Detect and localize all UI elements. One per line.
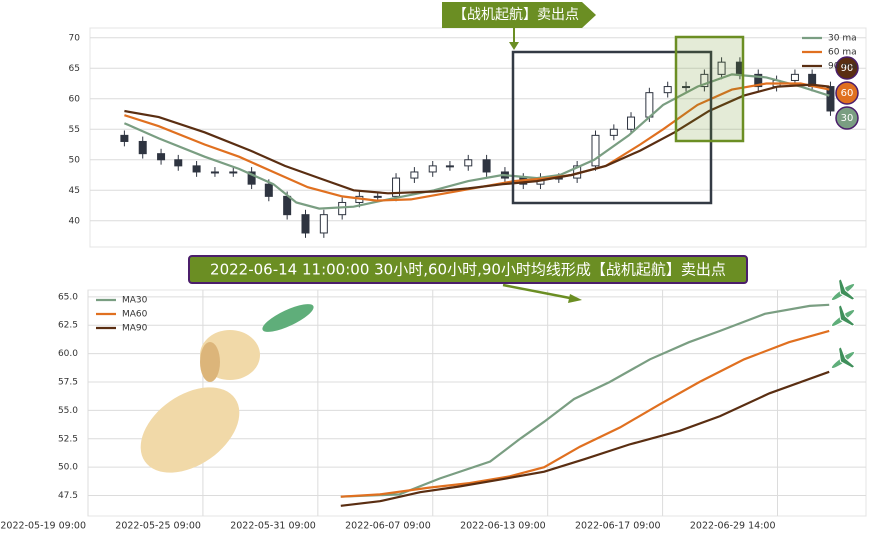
candle-body <box>157 153 166 161</box>
y-tick-label: 65 <box>69 64 80 74</box>
dog-illustration <box>140 304 314 473</box>
candle-body <box>247 171 256 185</box>
x-tick-label: 2022-06-29 14:00 <box>690 521 776 532</box>
candle-body <box>229 171 238 174</box>
banner-text: 2022-06-14 11:00:00 30小时,60小时,90小时均线形成【战… <box>210 261 726 279</box>
candle-body <box>445 165 454 168</box>
ma-line <box>340 370 830 507</box>
candle-body <box>410 171 419 179</box>
candle-body <box>392 177 401 197</box>
plane-wing <box>838 303 856 327</box>
ma-line <box>340 303 830 498</box>
legend-label: 90 ma <box>828 62 857 72</box>
y-tick-label: 70 <box>69 33 81 43</box>
x-tick-label: 2022-06-07 09:00 <box>345 521 431 532</box>
plane-icon <box>830 277 856 301</box>
legend-label: MA30 <box>122 296 148 306</box>
badge-label: 30 <box>841 113 854 124</box>
banner-arrow-head <box>568 294 582 303</box>
legend-label: 60 ma <box>828 48 857 58</box>
badge <box>835 81 859 105</box>
banner-arrow <box>502 283 576 301</box>
y-tick-label: 52.5 <box>58 434 78 444</box>
dog-body <box>140 387 240 473</box>
candle-body <box>609 128 618 136</box>
candle-body <box>428 165 437 173</box>
arrow-label-box <box>442 2 596 28</box>
candle-body <box>717 61 726 75</box>
x-tick-label: 2022-06-13 09:00 <box>460 521 546 532</box>
candle-body <box>700 73 709 88</box>
badge-label: 60 <box>841 88 854 99</box>
candle-body <box>754 73 763 88</box>
dog-ear <box>200 342 220 382</box>
y-tick-label: 50 <box>69 155 81 165</box>
candle-body <box>663 86 672 94</box>
badge-label: 90 <box>841 63 854 74</box>
y-tick-label: 47.5 <box>58 491 78 501</box>
candle-body <box>301 214 310 234</box>
arrow-head <box>509 42 519 50</box>
candle-body <box>174 159 183 167</box>
y-tick-label: 55.0 <box>58 406 78 416</box>
candle-body <box>210 171 219 174</box>
candle-body <box>627 116 636 130</box>
ma-line <box>124 83 830 195</box>
candle-body <box>264 183 273 197</box>
candle-body <box>482 159 491 173</box>
badge <box>835 56 859 80</box>
arrow-label: 【战机起航】卖出点 <box>453 7 579 23</box>
candle-body <box>120 134 129 142</box>
candle-body <box>319 214 328 234</box>
x-tick-label: 2022-05-31 09:00 <box>230 521 316 532</box>
ma-line <box>123 73 830 210</box>
y-tick-label: 50.0 <box>58 463 78 473</box>
candle-body <box>790 73 799 81</box>
x-tick-label: 2022-05-19 09:00 <box>0 521 86 532</box>
plane-icon <box>830 303 856 327</box>
candle-body <box>591 134 600 167</box>
y-tick-label: 65.0 <box>58 292 78 302</box>
badge <box>835 106 859 130</box>
legend-label: 30 ma <box>828 34 857 44</box>
candle-body <box>645 92 654 118</box>
plot-area <box>89 27 867 248</box>
y-tick-label: 55 <box>69 125 80 135</box>
ma-line <box>340 329 830 498</box>
signal-zone <box>674 35 745 143</box>
y-tick-label: 62.5 <box>58 321 78 331</box>
candle-body <box>192 165 201 173</box>
candle-body <box>464 159 473 167</box>
x-tick-label: 2022-05-25 09:00 <box>115 521 201 532</box>
legend-label: MA90 <box>122 324 148 334</box>
candle-body <box>138 140 147 155</box>
plane-wing <box>838 277 856 301</box>
candle-body <box>338 201 347 216</box>
candle-body <box>682 86 691 89</box>
chart-0: 40 45 50 55 60 65 70 90 60 30 30 ma 60 ma 90 ma <box>69 27 867 248</box>
signal-box <box>511 50 713 205</box>
legend-label: MA60 <box>122 310 148 320</box>
y-tick-label: 57.5 <box>58 377 78 387</box>
chart-1: 47.5 50.0 52.5 55.0 57.5 60.0 62.5 65.0 2022-05-… <box>0 289 867 532</box>
plane-icon <box>830 345 856 369</box>
y-tick-label: 45 <box>69 186 80 196</box>
toy-plane <box>262 304 314 332</box>
y-tick-label: 60 <box>69 94 81 104</box>
candle-body <box>826 86 835 112</box>
banner <box>188 255 748 284</box>
y-tick-label: 60.0 <box>58 349 78 359</box>
plane-wing <box>838 345 856 369</box>
candle-body <box>283 195 292 216</box>
candle-body <box>373 195 382 198</box>
y-tick-label: 40 <box>69 216 81 226</box>
x-tick-label: 2022-06-17 09:00 <box>575 521 661 532</box>
charts: 40 45 50 55 60 65 70 90 60 30 30 ma 60 ma 90 ma 47.5 5… <box>0 27 867 532</box>
